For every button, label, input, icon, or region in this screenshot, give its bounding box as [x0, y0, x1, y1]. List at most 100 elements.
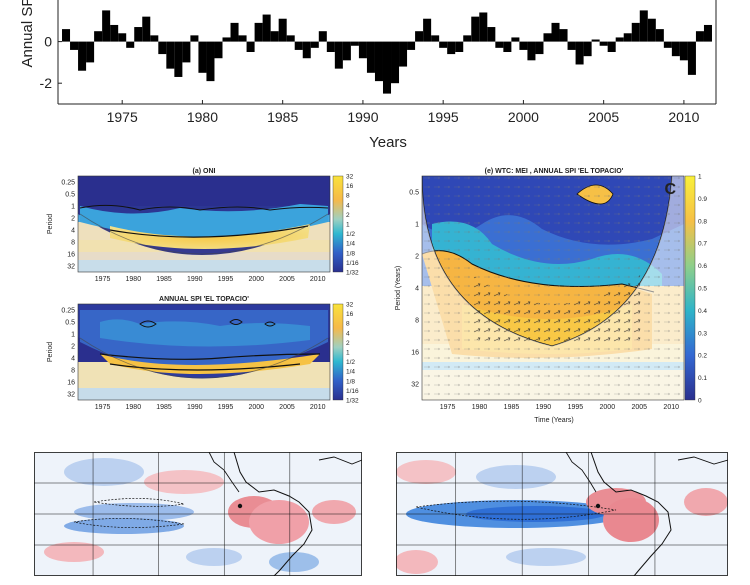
spi-bar	[86, 41, 95, 63]
y-ticks: 0.5 1 2 4 8 16 32	[409, 190, 419, 389]
colorbar-label: 2	[346, 212, 350, 219]
y-tick-label: 0.5	[409, 190, 419, 197]
x-tick-label: 1975	[95, 276, 111, 283]
spi-bar	[575, 41, 584, 65]
map-grid	[396, 452, 728, 576]
colorbar-ticks: 32 16 8 4 2 1 1/2 1/4 1/8 1/16 1/32	[346, 174, 359, 277]
spi-bar	[423, 18, 432, 42]
x-tick-label: 2005	[279, 276, 295, 283]
spi-bar	[439, 41, 448, 48]
spi-bar	[543, 33, 552, 42]
y-tick-label: 32	[67, 264, 75, 271]
colorbar-label: 0.4	[698, 308, 707, 315]
colorbar-label: 1/8	[346, 250, 355, 257]
spi-bar	[286, 35, 295, 42]
spi-bar	[142, 16, 151, 42]
spi-bar	[62, 29, 71, 42]
y-axis-label: Annual SPI	[19, 0, 36, 68]
colorbar-ticks: 1 0.9 0.8 0.7 0.6 0.5 0.4 0.3 0.2 0.1 0	[698, 174, 707, 405]
spi-bar	[551, 22, 560, 42]
x-ticks: 1975 1980 1985 1990 1995 2000 2005 2010	[95, 404, 326, 411]
x-tick-label: 2005	[588, 109, 619, 125]
colorbar-label: 1/16	[346, 260, 359, 267]
colorbar-label: 1	[346, 222, 350, 229]
spi-bar	[270, 31, 279, 42]
spi-bar	[166, 41, 175, 69]
spi-bar	[230, 22, 239, 42]
x-tick-label: 1985	[156, 276, 172, 283]
x-tick-label: 2010	[310, 404, 326, 411]
spi-bar	[214, 41, 223, 59]
colorbar	[332, 175, 344, 273]
colorbar	[684, 175, 696, 401]
colorbar-label: 0.3	[698, 330, 707, 337]
colorbar-label: 8	[346, 193, 350, 200]
spi-bar	[559, 29, 568, 42]
x-axis-label: Years	[369, 134, 407, 151]
colorbar-label: 1/2	[346, 359, 355, 366]
y-tick-label: 0.5	[65, 320, 75, 327]
spi-bar	[495, 41, 504, 48]
x-ticks: 1975 1980 1985 1990 1995 2000 2005 2010	[440, 404, 679, 411]
spi-bar	[679, 41, 688, 61]
x-tick-label: 2010	[668, 109, 699, 125]
y-tick-label: 16	[67, 380, 75, 387]
x-tick-label: 1985	[504, 404, 520, 411]
colorbar-label: 0.7	[698, 241, 707, 248]
spi-bar-chart: 1975 1980 1985 1990 1995 2000 2005 2010 0 -2 Annu…	[19, 0, 717, 151]
colorbar-label: 8	[346, 321, 350, 328]
spi-bar	[607, 41, 616, 52]
colorbar	[332, 303, 344, 401]
panel-letter: C	[664, 181, 676, 198]
spi-bar	[174, 41, 183, 77]
spi-bar	[687, 41, 696, 75]
x-tick-label: 1990	[536, 404, 552, 411]
spi-bar	[222, 37, 231, 42]
spi-bar	[374, 41, 383, 82]
spi-bar	[294, 41, 303, 50]
colorbar-label: 1/32	[346, 398, 359, 405]
spi-bar	[703, 24, 712, 42]
spi-bar	[366, 41, 375, 73]
x-tick-label: 1990	[347, 109, 378, 125]
spi-bar	[198, 41, 207, 73]
x-tick-label: 1980	[126, 276, 142, 283]
panel-title: (e) WTC: MEI , ANNUAL SPI 'EL TOPACIO'	[485, 168, 624, 175]
x-tick-label: 1990	[187, 276, 203, 283]
x-tick-label: 1995	[568, 404, 584, 411]
colorbar-label: 4	[346, 202, 350, 209]
y-tick-label: 8	[71, 368, 75, 375]
colorbar-label: 1	[698, 174, 702, 181]
y-tick-label: 0.25	[61, 308, 75, 315]
colorbar-label: 1/2	[346, 231, 355, 238]
colorbar-label: 1/4	[346, 241, 355, 248]
y-tick-label: 32	[67, 392, 75, 399]
colorbar-label: 16	[346, 183, 354, 190]
y-tick-label: 1	[71, 332, 75, 339]
spi-bar	[591, 39, 600, 42]
x-tick-label: 1980	[472, 404, 488, 411]
y-tick-label: 2	[71, 344, 75, 351]
spi-bar	[503, 41, 512, 52]
x-tick-label: 2000	[508, 109, 539, 125]
x-tick-label: 2000	[600, 404, 616, 411]
colorbar-label: 0.2	[698, 353, 707, 360]
y-axis-label: Period	[47, 342, 54, 362]
colorbar-ticks: 32 16 8 4 2 1 1/2 1/4 1/8 1/16 1/32	[346, 302, 359, 405]
y-ticks: 0.25 0.5 1 2 4 8 16 32	[61, 308, 75, 399]
plot-area: 1975 1980 1985 1990 1995 2000 2005 2010 0 -2	[40, 0, 717, 125]
colorbar-label: 0	[698, 398, 702, 405]
spi-bar	[631, 22, 640, 42]
x-axis-label: Time (Years)	[534, 417, 574, 424]
spi-bar	[318, 31, 327, 42]
colorbar-label: 1/4	[346, 369, 355, 376]
x-tick-label: 1985	[267, 109, 298, 125]
spi-bar	[663, 41, 672, 48]
colorbar-label: 16	[346, 311, 354, 318]
colorbar-label: 0.8	[698, 218, 707, 225]
spi-bar	[158, 41, 167, 55]
spi-bar	[262, 14, 271, 42]
spi-bar	[382, 41, 392, 94]
spi-bar	[350, 41, 359, 46]
y-tick-label: 8	[415, 318, 419, 325]
